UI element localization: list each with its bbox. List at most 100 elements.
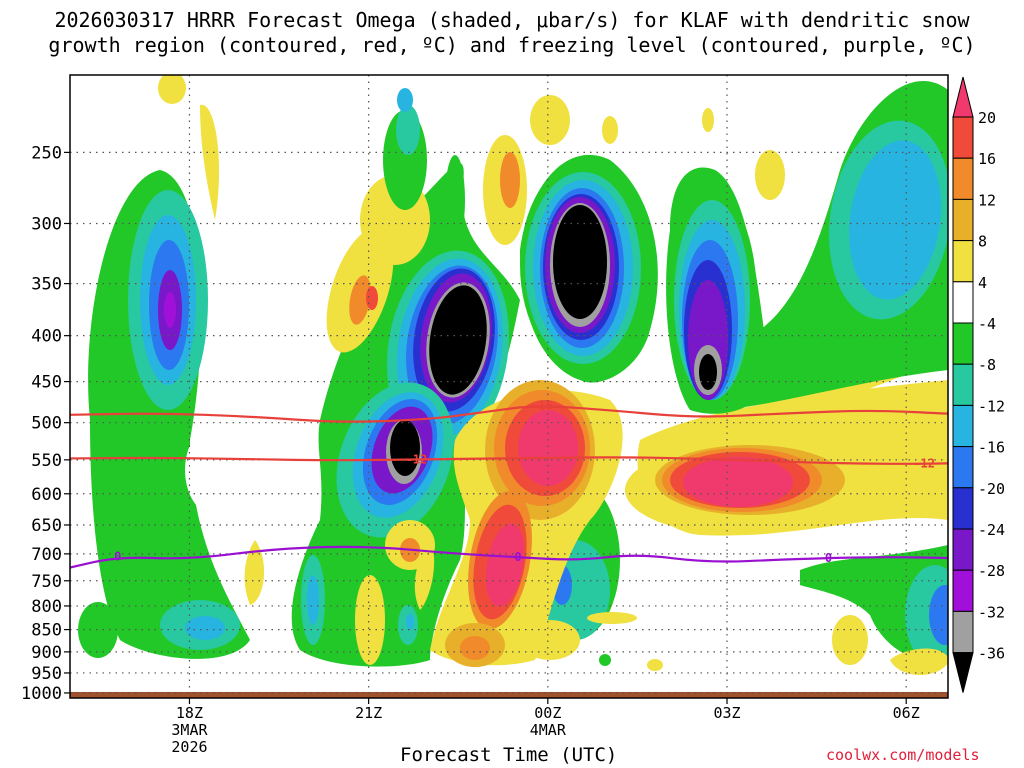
omega-region — [602, 116, 618, 144]
colorbar: 20 16 12 8 4 -4 -8 -12 -16 -20 -24 -28 -32 -36 — [952, 76, 1005, 693]
omega-region — [832, 615, 868, 665]
x-tick-label: 21Z — [355, 704, 382, 722]
omega-region — [366, 286, 378, 310]
omega-region — [553, 205, 607, 319]
colorbar-swatch — [952, 487, 974, 530]
omega-region — [244, 540, 265, 605]
colorbar-swatch — [952, 281, 974, 324]
x-tick-label: 03Z — [713, 704, 740, 722]
omega-region — [185, 425, 245, 515]
omega-region — [460, 636, 490, 660]
omega-region — [445, 155, 465, 245]
omega-region — [520, 620, 580, 660]
colorbar-label: -24 — [978, 521, 1005, 539]
freezing-level-label: 0 — [514, 550, 521, 564]
axes: 2503003504004505005506006507007508008509… — [21, 143, 920, 756]
colorbar-label: -16 — [978, 439, 1005, 457]
colorbar-label: 12 — [978, 191, 996, 209]
colorbar-label: 8 — [978, 233, 987, 251]
omega-region — [518, 410, 578, 486]
x-tick-label: 18Z — [176, 704, 203, 722]
omega-region — [530, 95, 570, 145]
plot-frame — [69, 74, 949, 699]
x-tick-label: 00Z — [534, 704, 561, 722]
dgz-isotherm-line — [70, 456, 948, 465]
omega-region — [587, 612, 637, 624]
y-tick-label: 700 — [31, 545, 62, 565]
y-tick-label: 950 — [31, 664, 62, 684]
contour-lines: -16 -12 -12 0 0 0 — [70, 399, 948, 569]
y-tick-label: 400 — [31, 327, 62, 347]
colorbar-label: 16 — [978, 150, 996, 168]
freezing-level-label: 0 — [825, 551, 832, 565]
y-tick-label: 250 — [31, 143, 62, 163]
omega-region — [78, 602, 118, 658]
freezing-level-line — [70, 545, 948, 569]
omega-shading — [70, 75, 948, 698]
colorbar-swatch — [952, 569, 974, 612]
colorbar-label: -8 — [978, 356, 996, 374]
colorbar-label: -4 — [978, 315, 996, 333]
y-tick-label: 300 — [31, 214, 62, 234]
omega-region — [397, 88, 413, 112]
grid-lines — [70, 75, 948, 694]
omega-region — [849, 140, 941, 300]
omega-region — [702, 108, 714, 132]
omega-region — [355, 575, 385, 665]
omega-region — [349, 275, 371, 325]
dgz-isotherm-label: -12 — [913, 457, 935, 471]
colorbar-label: -28 — [978, 562, 1005, 580]
y-tick-label: 650 — [31, 516, 62, 536]
x-tick-date: 3MAR — [171, 721, 208, 739]
colorbar-triangle-bottom — [952, 652, 974, 693]
omega-region — [929, 585, 948, 645]
x-tick-label: 06Z — [893, 704, 920, 722]
colorbar-label: -12 — [978, 397, 1005, 415]
omega-region — [599, 654, 611, 666]
omega-region — [755, 150, 785, 200]
x-tick-date: 4MAR — [530, 721, 567, 739]
y-tick-label: 600 — [31, 485, 62, 505]
colorbar-swatch — [952, 322, 974, 365]
source-credit[interactable]: coolwx.com/models — [826, 746, 980, 764]
y-tick-label: 800 — [31, 597, 62, 617]
y-tick-label: 450 — [31, 373, 62, 393]
y-tick-label: 500 — [31, 414, 62, 434]
colorbar-swatch — [952, 610, 974, 654]
colorbar-label: -20 — [978, 480, 1005, 498]
colorbar-swatch — [952, 363, 974, 406]
colorbar-swatch — [952, 528, 974, 571]
colorbar-swatch — [952, 404, 974, 448]
omega-region — [390, 420, 420, 476]
omega-region — [307, 575, 319, 625]
freezing-level-label: 0 — [114, 550, 121, 564]
y-tick-label: 350 — [31, 275, 62, 295]
y-tick-label: 850 — [31, 621, 62, 641]
omega-region — [158, 75, 186, 104]
ground-band — [70, 691, 948, 698]
omega-region — [485, 523, 525, 607]
x-tick-year: 2026 — [171, 738, 207, 756]
omega-region — [429, 285, 487, 395]
omega-region — [699, 354, 717, 390]
colorbar-swatch — [952, 446, 974, 489]
chart-title: 2026030317 HRRR Forecast Omega (shaded, … — [48, 8, 976, 57]
y-tick-label: 900 — [31, 643, 62, 663]
omega-region — [185, 616, 225, 640]
colorbar-label: 20 — [978, 109, 996, 127]
omega-region — [683, 457, 793, 507]
colorbar-triangle-top — [952, 76, 974, 118]
colorbar-swatch — [952, 157, 974, 200]
omega-region — [164, 292, 176, 328]
dgz-isotherm-line — [70, 405, 948, 423]
omega-region — [406, 614, 414, 630]
y-tick-label: 550 — [31, 451, 62, 471]
colorbar-swatch — [952, 240, 974, 283]
dgz-isotherm-label: -12 — [406, 452, 428, 466]
omega-region — [890, 648, 948, 675]
colorbar-swatch — [952, 116, 974, 159]
y-tick-label: 750 — [31, 572, 62, 592]
y-tick-label: 1000 — [21, 684, 62, 704]
colorbar-label: -36 — [978, 645, 1005, 663]
